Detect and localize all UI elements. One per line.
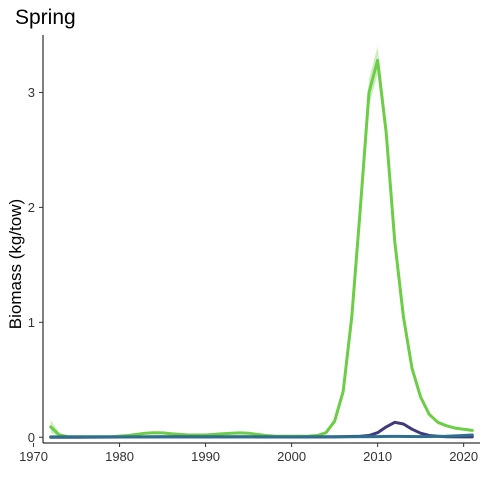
y-tick-label: 0 — [28, 430, 35, 445]
x-tick-label: 2020 — [449, 449, 478, 464]
chart-title: Spring — [15, 6, 76, 29]
y-axis-ticks: 0 1 2 3 — [28, 85, 43, 445]
series-lines — [49, 58, 474, 439]
y-tick-label: 1 — [28, 315, 35, 330]
x-tick-label: 2000 — [277, 449, 306, 464]
series-0-band — [50, 46, 473, 438]
series-0-line — [49, 58, 474, 439]
x-axis-ticks: 1970 1980 1990 2000 2010 2020 — [19, 443, 478, 464]
series-2-line — [49, 433, 474, 439]
y-tick-label: 3 — [28, 85, 35, 100]
x-tick-label: 1980 — [105, 449, 134, 464]
y-tick-label: 2 — [28, 200, 35, 215]
x-tick-label: 2010 — [363, 449, 392, 464]
plot-area — [49, 46, 474, 439]
confidence-bands — [50, 46, 473, 438]
x-tick-label: 1970 — [19, 449, 48, 464]
x-tick-label: 1990 — [191, 449, 220, 464]
axes: 1970 1980 1990 2000 2010 2020 0 1 2 3 — [19, 35, 480, 464]
y-axis-label: Biomass (kg/tow) — [6, 199, 25, 329]
